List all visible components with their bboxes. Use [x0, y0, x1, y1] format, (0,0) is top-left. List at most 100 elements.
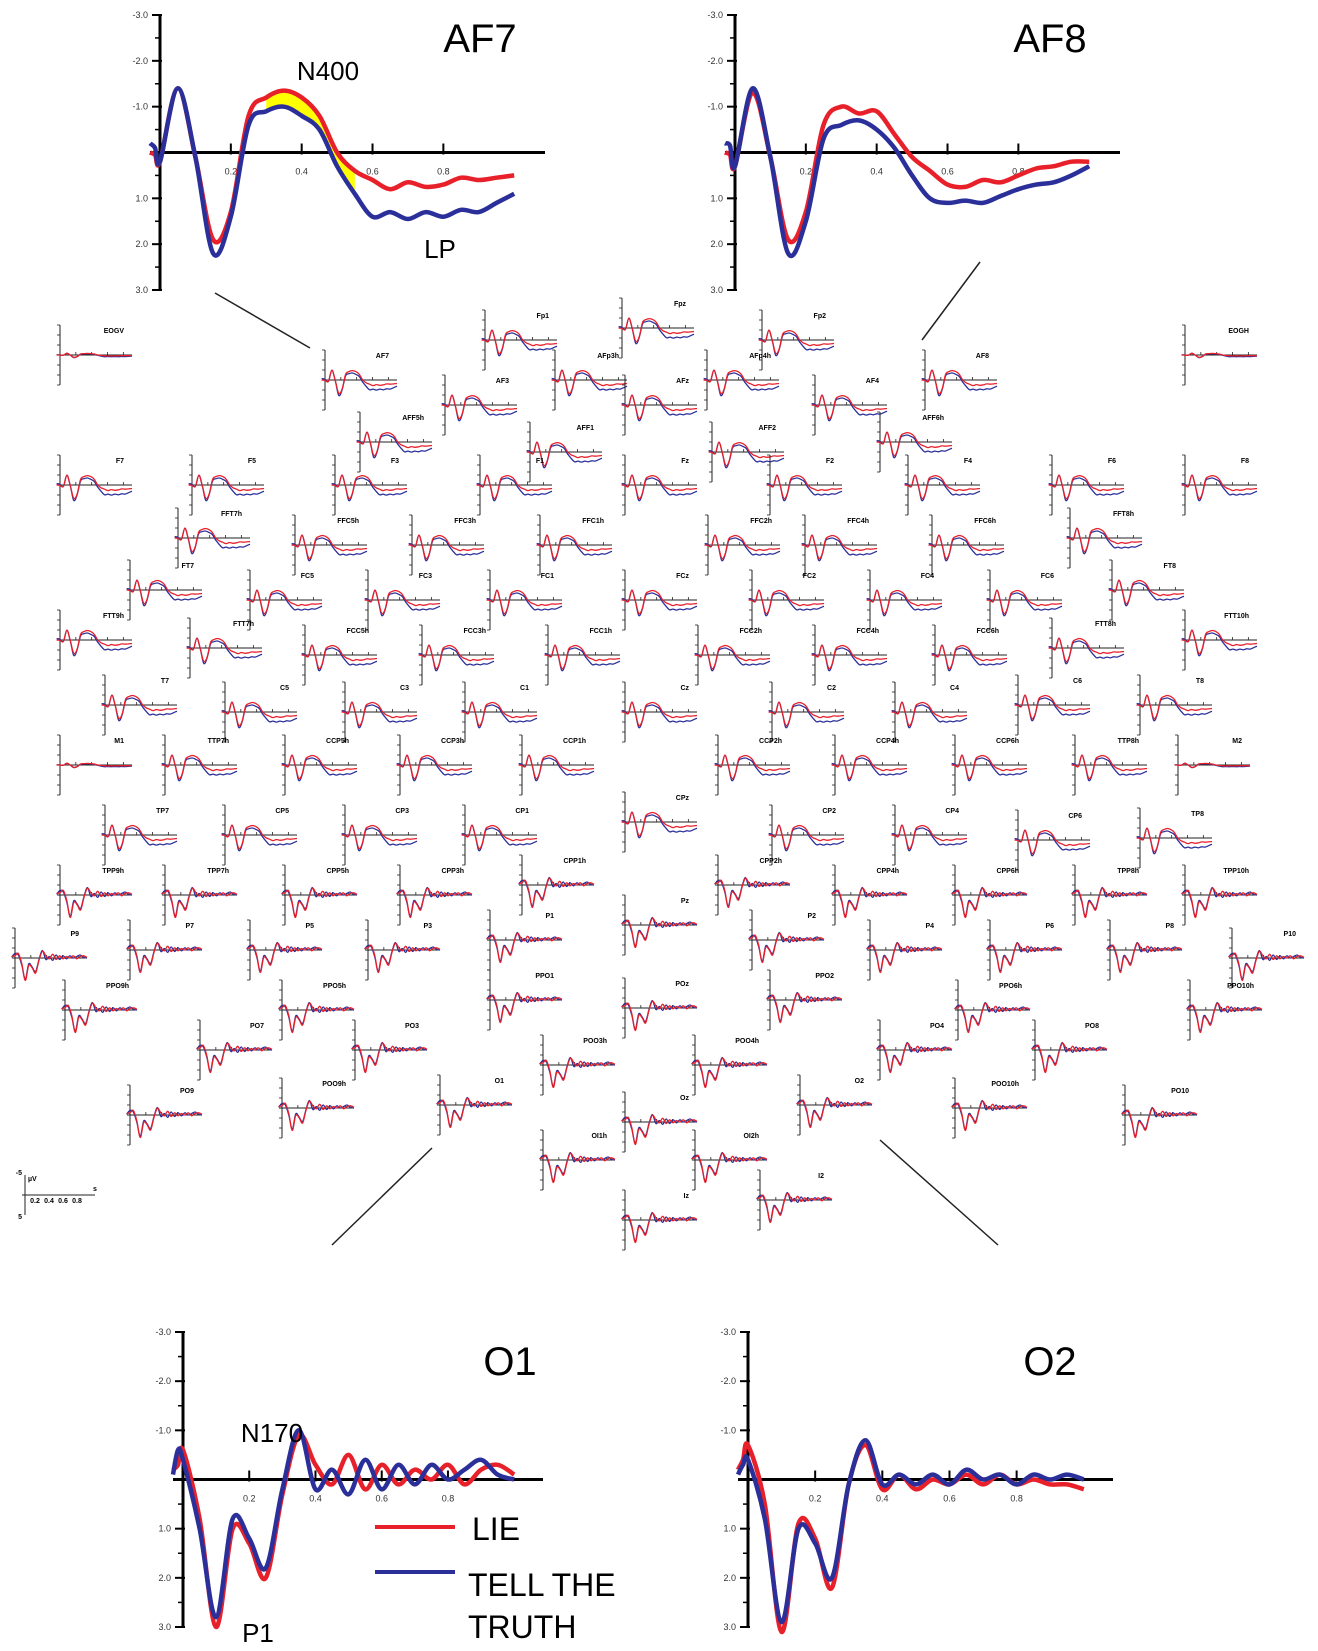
mini-series-lie — [418, 644, 495, 670]
mini-series-lie — [526, 441, 603, 467]
electrode-cz: Cz — [621, 681, 698, 743]
mini-series-truth — [1186, 1001, 1263, 1032]
mini-series-lie — [351, 1042, 428, 1074]
electrode-label: CPz — [676, 795, 690, 802]
electrode-label: POO9h — [322, 1081, 346, 1088]
electrode-label: Oz — [680, 1095, 689, 1102]
electrode-ftt9h: FTT9h — [56, 609, 133, 671]
electrode-label: FC2 — [803, 573, 816, 580]
mini-series-truth — [866, 941, 943, 972]
mini-series-lie — [161, 754, 238, 780]
electrode-label: TP7 — [156, 808, 169, 815]
electrode-label: F7 — [116, 458, 124, 465]
electrode-label: PPO10h — [1227, 983, 1254, 990]
mini-series-lie — [703, 369, 780, 395]
scale-label: 5 — [18, 1214, 22, 1221]
electrode-tpp7h: TPP7h — [161, 864, 238, 926]
electrode-cpp2h: CPP2h — [714, 854, 791, 916]
electrode-label: PO7 — [250, 1023, 264, 1030]
mini-series-truth — [766, 991, 843, 1022]
electrode-pz: Pz — [621, 894, 698, 956]
mini-series-truth — [518, 876, 595, 907]
electrode-label: C3 — [400, 685, 409, 692]
scale-label: 0.2 — [30, 1198, 40, 1205]
electrode-label: TPP9h — [102, 868, 124, 875]
electrode-label: FTT7h — [233, 621, 254, 628]
electrode-label: EOGV — [104, 328, 125, 335]
electrode-label: AFF5h — [402, 415, 424, 422]
mini-series-lie — [11, 950, 88, 982]
electrode-ppo1: PPO1 — [486, 969, 563, 1031]
electrode-label: TPP7h — [207, 868, 229, 875]
mini-series-truth — [486, 991, 563, 1022]
electrode-label: FFC5h — [337, 518, 359, 525]
electrode-label: C6 — [1073, 678, 1082, 685]
electrode-label: P3 — [423, 923, 432, 930]
electrode-fpz: Fpz — [618, 297, 695, 359]
mini-series-lie — [341, 824, 418, 850]
connector-line — [331, 1147, 433, 1246]
annotation-n400: N400 — [297, 56, 359, 86]
electrode-label: PPO6h — [999, 983, 1022, 990]
mini-series-lie — [866, 942, 943, 974]
electrode-label: CCP4h — [876, 738, 899, 745]
enlarged-panels: -3.0 -2.0 -1.0 1.0 2.0 3.0 0.2 0.4 0.6 0.8 AF7 N400… — [132, 10, 1120, 1648]
mini-series-lie — [539, 1152, 616, 1184]
mini-series-lie — [951, 1100, 1028, 1132]
electrode-label: AF7 — [376, 353, 389, 360]
mini-series-lie — [708, 441, 785, 467]
electrode-fc2: FC2 — [748, 569, 825, 631]
electrode-label: FTT8h — [1095, 621, 1116, 628]
electrode-oi2h: OI2h — [691, 1129, 768, 1191]
electrode-fft8h: FFT8h — [1066, 507, 1143, 569]
x-tick-label: 0.8 — [442, 1494, 455, 1504]
electrode-ffc5h: FFC5h — [291, 514, 368, 576]
mini-series-truth — [831, 886, 908, 917]
mini-series-truth — [691, 1056, 768, 1087]
electrode-label: C2 — [827, 685, 836, 692]
mini-series-lie — [748, 589, 825, 615]
mini-series-lie — [1106, 942, 1183, 974]
electrode-cp6: CP6 — [1014, 809, 1091, 871]
mini-series-lie — [714, 877, 791, 909]
electrode-label: OI2h — [743, 1133, 759, 1140]
mini-series-lie — [278, 1100, 355, 1132]
electrode-label: P8 — [1165, 923, 1174, 930]
electrode-label: FC3 — [419, 573, 432, 580]
electrode-label: Fp1 — [537, 313, 550, 320]
electrode-label: CPP2h — [759, 858, 782, 865]
mini-series-lie — [161, 887, 238, 919]
x-tick-label: 0.6 — [941, 167, 954, 177]
electrode-m1: M1 — [56, 734, 133, 796]
mini-series-lie — [486, 932, 563, 964]
y-tick-label: 2.0 — [135, 239, 148, 249]
electrode-t7: T7 — [101, 674, 178, 736]
electrode-p5: P5 — [246, 919, 323, 981]
electrode-cp1: CP1 — [461, 804, 538, 866]
electrode-label: CPP3h — [441, 868, 464, 875]
scale-label: 0.6 — [58, 1198, 68, 1205]
electrode-ppo10h: PPO10h — [1186, 979, 1263, 1041]
mini-series-lie — [246, 942, 323, 974]
mini-series-lie — [891, 824, 968, 850]
electrode-label: AFp3h — [597, 353, 619, 360]
electrode-fcc5h: FCC5h — [301, 624, 378, 686]
y-tick-label: 3.0 — [710, 285, 723, 295]
x-tick-label: 0.8 — [1010, 1494, 1023, 1504]
mini-series-truth — [56, 886, 133, 917]
electrode-tpp8h: TPP8h — [1071, 864, 1148, 926]
mini-series-lie — [831, 754, 908, 780]
mini-series-lie — [101, 694, 178, 720]
mini-series-lie — [281, 754, 358, 780]
scale-label: -5 — [16, 1170, 22, 1177]
electrode-label: PPO5h — [323, 983, 346, 990]
electrode-label: AF8 — [976, 353, 989, 360]
series-truth-af7 — [148, 86, 516, 258]
electrode-poo10h: POO10h — [951, 1077, 1028, 1139]
n400-highlight — [266, 90, 355, 194]
mini-series-truth — [1121, 1106, 1198, 1137]
mini-series-lie — [356, 431, 433, 457]
electrode-label: C4 — [950, 685, 959, 692]
electrode-p6: P6 — [986, 919, 1063, 981]
electrode-label: P6 — [1045, 923, 1054, 930]
